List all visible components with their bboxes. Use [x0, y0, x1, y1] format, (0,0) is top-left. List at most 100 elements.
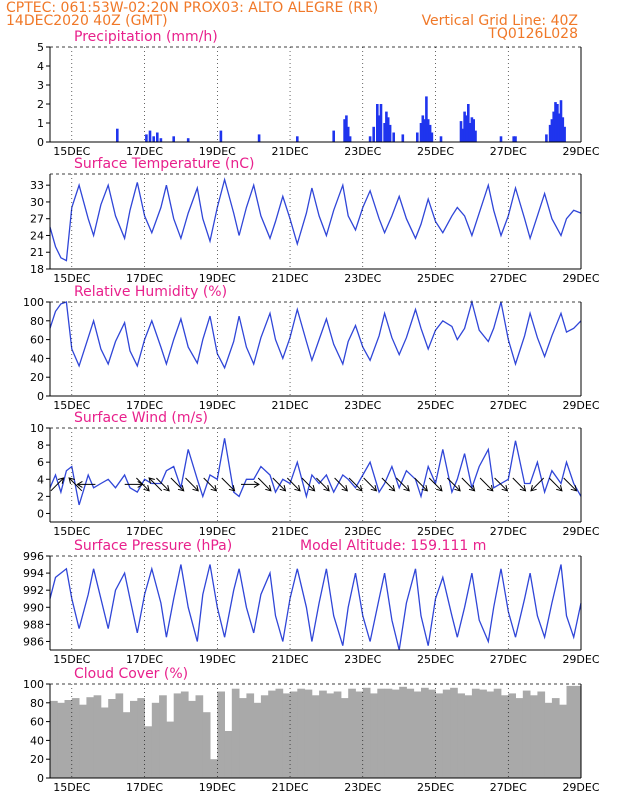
cloud-x-tick-label: 15DEC	[53, 781, 90, 794]
rh-x-tick-label: 23DEC	[344, 399, 381, 412]
cloud-cover-bar	[57, 702, 65, 778]
cloud-cover-bar	[435, 693, 444, 778]
cloud-cover-bar	[166, 721, 175, 778]
precip-bar	[376, 104, 379, 142]
pres-y-tick-label: 996	[23, 550, 44, 563]
cloud-cover-bar	[151, 702, 160, 778]
wind-y-tick-label: 6	[37, 456, 44, 469]
cloud-x-tick-label: 19DEC	[199, 781, 236, 794]
precip-bar	[548, 124, 552, 142]
wind-direction-arrow	[512, 477, 527, 492]
rh-y-tick-label: 0	[37, 390, 44, 403]
precip-bar	[499, 136, 503, 142]
precip-y-tick-label: 3	[37, 79, 44, 92]
wind-panel-title: Surface Wind (m/s)	[74, 410, 208, 426]
temp-y-tick-label: 30	[30, 196, 44, 209]
wind-direction-arrow	[203, 477, 218, 492]
precip-bar	[430, 132, 434, 142]
cloud-cover-bar	[210, 759, 218, 778]
cloud-cover-bar	[290, 691, 298, 778]
precip-bar	[468, 123, 472, 142]
cloud-cover-bar	[421, 687, 429, 778]
cloud-cover-bar	[275, 688, 284, 778]
cloud-cover-bar	[326, 693, 335, 778]
pres-x-tick-label: 27DEC	[490, 653, 527, 666]
temp-x-tick-label: 19DEC	[199, 272, 236, 285]
temp-y-tick-label: 18	[30, 263, 44, 276]
precip-bar	[512, 136, 515, 142]
cloud-cover-bar	[297, 688, 305, 778]
cloud-cover-bar	[268, 690, 276, 778]
wind-y-tick-label: 4	[37, 473, 44, 486]
precip-bar	[377, 115, 381, 142]
cloud-cover-bar	[486, 691, 495, 778]
wind-direction-arrow	[136, 477, 150, 492]
precip-bar	[385, 111, 388, 142]
temp-y-tick-label: 33	[30, 179, 44, 192]
precip-bar	[372, 126, 375, 142]
wind-direction-arrow	[286, 477, 301, 492]
precip-bar	[423, 119, 426, 142]
wind-direction-arrow	[348, 477, 363, 492]
wind-y-tick-label: 0	[37, 507, 44, 520]
wind-direction-arrow	[530, 477, 545, 492]
cloud-cover-bar	[311, 695, 320, 778]
precip-bar	[554, 102, 557, 142]
cloud-cover-bar	[362, 687, 371, 778]
precip-bar	[332, 130, 335, 142]
precip-bar	[368, 136, 372, 142]
rh-x-tick-label: 21DEC	[271, 399, 308, 412]
precip-bar	[461, 128, 465, 142]
precip-bar	[343, 119, 346, 142]
wind-direction-arrow	[170, 477, 185, 492]
precip-bar	[467, 104, 470, 142]
rh-x-tick-label: 15DEC	[53, 399, 90, 412]
cloud-x-tick-label: 23DEC	[344, 781, 381, 794]
precip-bar	[463, 111, 466, 142]
cloud-cover-bar	[137, 698, 145, 778]
precip-bar	[116, 128, 119, 142]
cloud-cover-bar	[384, 688, 393, 778]
wind-series-line	[49, 438, 582, 506]
precip-y-tick-label: 1	[37, 117, 44, 130]
cloud-cover-bar	[130, 700, 138, 778]
wind-y-tick-label: 2	[37, 490, 44, 503]
cloud-cover-bar	[442, 689, 451, 778]
temp-x-tick-label: 29DEC	[562, 272, 599, 285]
precip-bar	[152, 136, 155, 142]
wind-x-tick-label: 21DEC	[271, 525, 308, 538]
cloud-cover-bar	[282, 693, 291, 778]
rh-y-tick-label: 40	[30, 352, 44, 365]
wind-direction-arrow	[381, 477, 396, 492]
wind-direction-arrow	[148, 477, 163, 492]
cloud-cover-bar	[464, 695, 473, 778]
wind-x-tick-label: 25DEC	[417, 525, 454, 538]
temp-x-tick-label: 17DEC	[126, 272, 163, 285]
cloud-cover-bar	[501, 695, 509, 778]
cloud-cover-bar	[471, 688, 480, 778]
wind-y-tick-label: 8	[37, 439, 44, 452]
precip-bar	[388, 124, 392, 142]
cloud-cover-bar	[457, 693, 465, 778]
cloud-cover-bar	[173, 693, 182, 778]
pres-x-tick-label: 23DEC	[344, 653, 381, 666]
precip-bar	[470, 117, 474, 142]
cloud-cover-bar	[391, 689, 400, 778]
pres-x-tick-label: 19DEC	[199, 653, 236, 666]
wind-direction-arrow	[563, 477, 578, 492]
cloud-x-tick-label: 25DEC	[417, 781, 454, 794]
cloud-cover-bar	[108, 699, 116, 778]
wind-direction-arrow	[156, 477, 170, 492]
cloud-cover-bar	[551, 698, 560, 778]
precip-x-tick-label: 25DEC	[417, 145, 454, 158]
cloud-cover-bar	[566, 685, 575, 778]
rh-x-tick-label: 17DEC	[126, 399, 163, 412]
wind-x-tick-label: 27DEC	[490, 525, 527, 538]
cloud-cover-bar	[231, 688, 240, 778]
header-date: 14DEC2020 40Z (GMT)	[6, 13, 168, 29]
cloud-cover-bar	[377, 688, 385, 778]
temp-x-tick-label: 23DEC	[344, 272, 381, 285]
cloud-cover-bar	[348, 688, 356, 778]
cloud-cover-bar	[304, 689, 313, 778]
precip-bar	[345, 115, 348, 142]
